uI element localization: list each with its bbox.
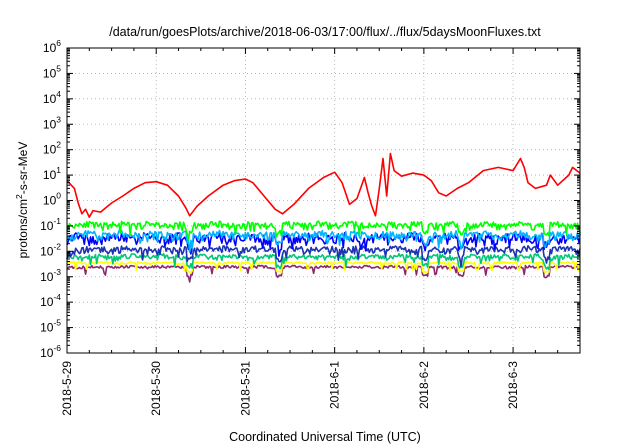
y-tick-label: 106: [43, 38, 61, 55]
y-tick-label: 102: [43, 140, 61, 157]
x-axis-label: Coordinated Universal Time (UTC): [229, 430, 421, 444]
x-tick-label: 2018-5-31: [238, 361, 252, 416]
series-line: [66, 152, 581, 218]
y-tick-label: 104: [43, 89, 61, 106]
x-tick-label: 2018-5-29: [60, 361, 74, 416]
series-line: [66, 245, 581, 268]
series-line: [66, 264, 581, 283]
y-tick-label: 101: [43, 165, 61, 182]
chart-title: /data/run/goesPlots/archive/2018-06-03/1…: [109, 25, 541, 39]
x-tick-label: 2018-6-3: [506, 361, 520, 409]
series-line: [66, 220, 581, 241]
y-tick-label: 103: [43, 114, 61, 131]
y-tick-label: 10-3: [40, 267, 61, 284]
y-tick-label: 10-6: [40, 343, 61, 360]
x-ticks: 2018-5-29 2018-5-30 2018-5-31 2018-6-1 2018-…: [60, 48, 559, 416]
series-layer: [66, 152, 581, 283]
y-tick-label: 105: [43, 63, 61, 80]
series-line: [66, 260, 581, 274]
series-line: [66, 229, 581, 253]
series-line: [66, 253, 581, 271]
y-ticks: 10-6 10-5 10-4 10-3 10-2 10-1 100 101 102 103 104 1…: [40, 38, 580, 360]
x-tick-label: 2018-6-1: [328, 361, 342, 409]
grid: [67, 48, 580, 353]
y-tick-label: 10-4: [40, 292, 61, 309]
x-tick-label: 2018-5-30: [149, 361, 163, 416]
y-tick-label: 100: [43, 191, 61, 208]
y-tick-label: 10-1: [40, 216, 61, 233]
y-axis-label: protons/cm2-s-sr-MeV: [14, 142, 30, 259]
y-tick-label: 10-2: [40, 241, 61, 258]
y-tick-label: 10-5: [40, 318, 61, 335]
x-tick-label: 2018-6-2: [417, 361, 431, 409]
